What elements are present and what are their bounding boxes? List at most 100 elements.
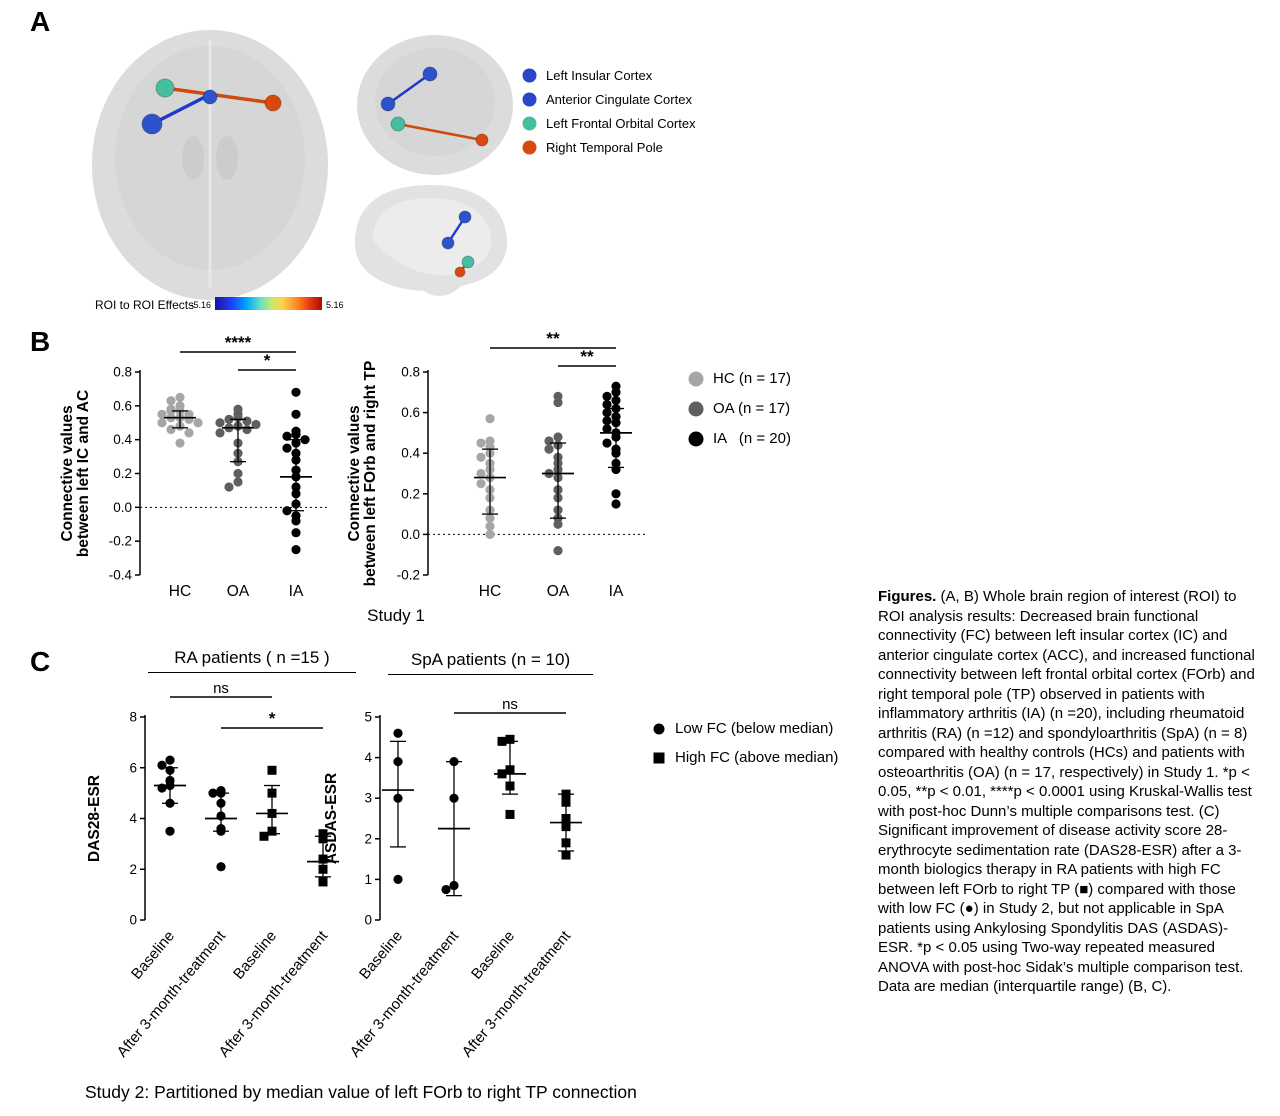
- roi-dot-icon: [522, 116, 537, 131]
- legend-item: Left Insular Cortex: [522, 68, 696, 83]
- high-fc-square-icon: [653, 752, 665, 763]
- data-point: [553, 432, 563, 442]
- data-point: [291, 528, 301, 538]
- panel-c-label: C: [30, 646, 51, 677]
- roi-dot-icon: [522, 140, 537, 155]
- insular-node: [380, 96, 396, 112]
- ventricle: [182, 136, 204, 180]
- data-point: [215, 418, 225, 428]
- data-point: [544, 444, 554, 454]
- data-point: [242, 416, 252, 426]
- data-point: [553, 546, 563, 556]
- data-point: [166, 406, 176, 416]
- panel-b-label: B: [30, 326, 51, 357]
- y-axis-label: Connective values: [59, 405, 76, 541]
- data-point: [165, 826, 175, 836]
- y-axis-label: Connective values: [346, 405, 363, 541]
- data-point: [184, 428, 194, 438]
- data-point: [291, 516, 301, 526]
- colorbar-max: 5.16: [326, 300, 344, 310]
- y-tick-label: 4: [129, 811, 137, 826]
- data-point: [291, 429, 301, 440]
- chart-forb-tp: -0.2 0.0 0.2 0.4 0.6 0.8 Connective values betw…: [346, 329, 645, 600]
- insular-node: [141, 113, 163, 135]
- category-label: Baseline: [356, 928, 406, 983]
- roi-dot-icon: [522, 68, 537, 83]
- data-point: [553, 519, 563, 529]
- legend-item: Low FC (below median): [652, 720, 838, 737]
- category-label: HC: [169, 583, 191, 600]
- insular-node: [441, 236, 455, 250]
- ra-plot-title: RA patients ( n =15 ): [148, 648, 356, 673]
- data-point: [561, 850, 571, 860]
- colorbar-title: ROI to ROI Effects: [95, 298, 195, 312]
- legend-label: Low FC (below median): [675, 720, 834, 737]
- edge-ic-acc: [387, 72, 431, 106]
- y-tick-label: -0.2: [109, 534, 132, 549]
- legend-label: Right Temporal Pole: [546, 140, 663, 155]
- legend-item: Right Temporal Pole: [522, 140, 696, 155]
- data-point: [259, 831, 269, 841]
- data-point: [233, 468, 243, 479]
- significance-label: *: [269, 709, 276, 728]
- caption-body: (A, B) Whole brain region of interest (R…: [878, 588, 1255, 995]
- category-label: After 3-month-treatment: [347, 927, 463, 1061]
- tp-node: [264, 94, 282, 112]
- y-tick-label: 0.2: [401, 486, 420, 501]
- data-point: [291, 545, 301, 555]
- legend-item: High FC (above median): [652, 749, 838, 766]
- y-tick-label: 0.4: [401, 446, 420, 461]
- y-tick-label: 0.0: [401, 527, 420, 542]
- legend-label: IA (n = 20): [713, 430, 791, 447]
- legend-label: HC (n = 17): [713, 370, 791, 387]
- data-point: [602, 391, 612, 401]
- data-point: [215, 428, 225, 438]
- data-point: [611, 395, 621, 406]
- y-tick-label: 0: [364, 913, 372, 928]
- data-point: [300, 435, 310, 445]
- significance-label: ns: [213, 680, 229, 697]
- caption-lead: Figures.: [878, 588, 937, 605]
- y-tick-label: 0.0: [113, 500, 132, 515]
- data-point: [318, 829, 328, 839]
- data-point: [267, 765, 277, 775]
- data-point: [611, 499, 621, 509]
- y-axis-label: ASDAS-ESR: [323, 773, 340, 864]
- tp-node: [454, 266, 466, 278]
- y-tick-label: 0.6: [113, 398, 132, 413]
- data-point: [441, 884, 451, 895]
- category-label: After 3-month-treatment: [459, 927, 575, 1061]
- y-tick-label: 0: [129, 913, 137, 928]
- data-point: [476, 468, 486, 479]
- y-axis-label: DAS28-ESR: [86, 775, 103, 862]
- acc-node: [422, 66, 438, 82]
- category-label: After 3-month-treatment: [114, 927, 230, 1061]
- significance-label: ns: [502, 696, 518, 713]
- brain-connectivity-figure: [92, 30, 513, 300]
- y-tick-label: 2: [364, 831, 372, 846]
- spa-plot-title: SpA patients (n = 10): [388, 650, 593, 675]
- y-tick-label: 8: [129, 710, 137, 725]
- tp-node: [475, 133, 489, 147]
- data-point: [485, 414, 495, 424]
- y-axis-label: between left FOrb and right TP: [362, 361, 379, 587]
- category-label: OA: [547, 583, 570, 600]
- data-point: [602, 438, 612, 448]
- data-point: [393, 728, 403, 738]
- y-tick-label: 6: [129, 760, 137, 775]
- data-point: [193, 418, 203, 428]
- data-point: [291, 409, 301, 419]
- legend-label: Anterior Cingulate Cortex: [546, 92, 692, 107]
- data-point: [175, 438, 185, 448]
- y-tick-label: 3: [364, 791, 372, 806]
- data-point: [602, 416, 612, 426]
- data-point: [602, 408, 612, 418]
- data-point: [476, 452, 486, 462]
- category-label: OA: [227, 583, 250, 600]
- data-point: [291, 387, 301, 397]
- data-point: [157, 409, 167, 419]
- y-tick-label: 0.8: [401, 365, 420, 380]
- edge-forb-tp: [164, 86, 274, 105]
- data-point: [544, 436, 554, 446]
